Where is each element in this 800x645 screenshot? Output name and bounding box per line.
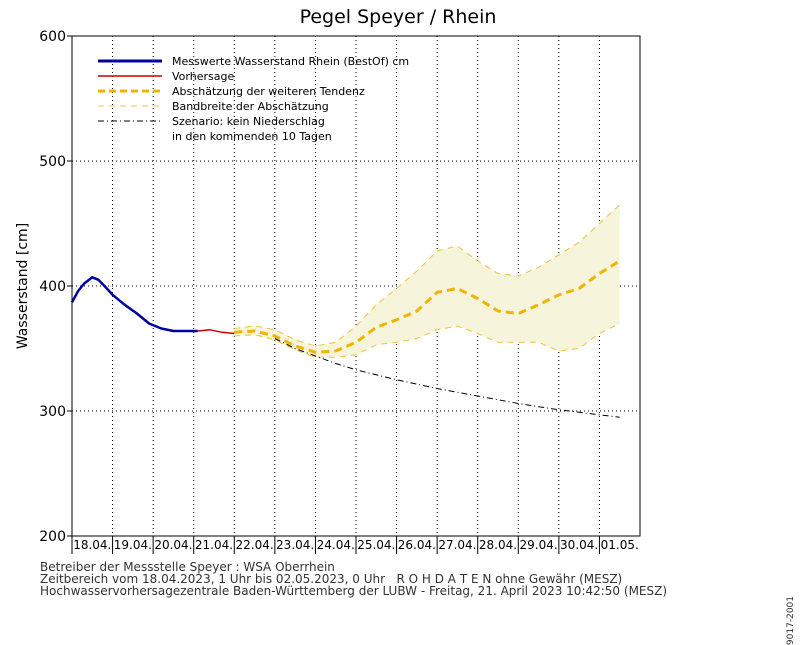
- band-layer: [234, 204, 620, 358]
- x-tick-label: 26.04.: [398, 538, 436, 552]
- x-tick-label: 24.04.: [317, 538, 355, 552]
- grid: [72, 36, 640, 536]
- y-tick-label: 600: [39, 29, 66, 45]
- x-tick-label: 29.04.: [519, 538, 557, 552]
- x-tick-label: 20.04.: [154, 538, 192, 552]
- series-absch-tzung-der-weiteren-tendenz: [234, 259, 621, 354]
- band-area: [234, 204, 620, 358]
- y-tick-label: 500: [39, 154, 66, 170]
- x-axis: 18.04. 19.04. 20.04. 21.04. 22.04. 23.04. 24.0…: [71, 536, 639, 554]
- x-tick-label: 28.04.: [479, 538, 517, 552]
- series-vorhersage: [197, 329, 235, 335]
- legend-label: Szenario: kein Niederschlag: [172, 115, 325, 128]
- series-bandbreite-oben: [234, 204, 621, 347]
- x-tick-label: 19.04.: [114, 538, 152, 552]
- y-tick-label: 300: [39, 404, 66, 420]
- x-tick-label: 25.04.: [357, 538, 395, 552]
- footer-operator: Betreiber der Messstelle Speyer : WSA Ob…: [40, 560, 335, 574]
- chart-title: Pegel Speyer / Rhein: [300, 6, 497, 28]
- series-messwerte-wasserstand-rhein-bestof: [70, 276, 198, 333]
- x-tick-label: 27.04.: [438, 538, 476, 552]
- y-tick-label: 400: [39, 279, 66, 295]
- legend: Messwerte Wasserstand Rhein (BestOf) cm V…: [98, 55, 409, 143]
- x-tick-label: 22.04.: [235, 538, 273, 552]
- x-tick-label: 21.04.: [195, 538, 233, 552]
- legend-label: Bandbreite der Abschätzung: [172, 100, 329, 113]
- legend-label: Vorhersage: [172, 70, 234, 83]
- x-tick-label: 30.04.: [560, 538, 598, 552]
- footer-issuer: Hochwasservorhersagezentrale Baden-Württ…: [40, 584, 668, 598]
- x-tick-label: 18.04.: [73, 538, 111, 552]
- y-axis-label: Wasserstand [cm]: [15, 223, 31, 349]
- y-tick-label: 200: [39, 529, 66, 545]
- series-szenario-kein-niederschlag: [274, 338, 620, 418]
- footer-code: 9017-2001: [786, 596, 796, 645]
- footer-timerange: Zeitbereich vom 18.04.2023, 1 Uhr bis 02…: [40, 572, 623, 586]
- legend-label: Messwerte Wasserstand Rhein (BestOf) cm: [172, 55, 409, 68]
- legend-label: Abschätzung der weiteren Tendenz: [172, 85, 365, 98]
- x-tick-label: 23.04.: [276, 538, 314, 552]
- series-bandbreite-unten: [234, 323, 620, 358]
- x-tick-label: 01.05.: [601, 538, 639, 552]
- legend-label: in den kommenden 10 Tagen: [172, 130, 332, 143]
- chart: Pegel Speyer / Rhein 200 300 400 500 600 18.…: [15, 6, 641, 554]
- y-axis: 200 300 400 500 600: [39, 29, 72, 545]
- series-layer: [70, 204, 621, 418]
